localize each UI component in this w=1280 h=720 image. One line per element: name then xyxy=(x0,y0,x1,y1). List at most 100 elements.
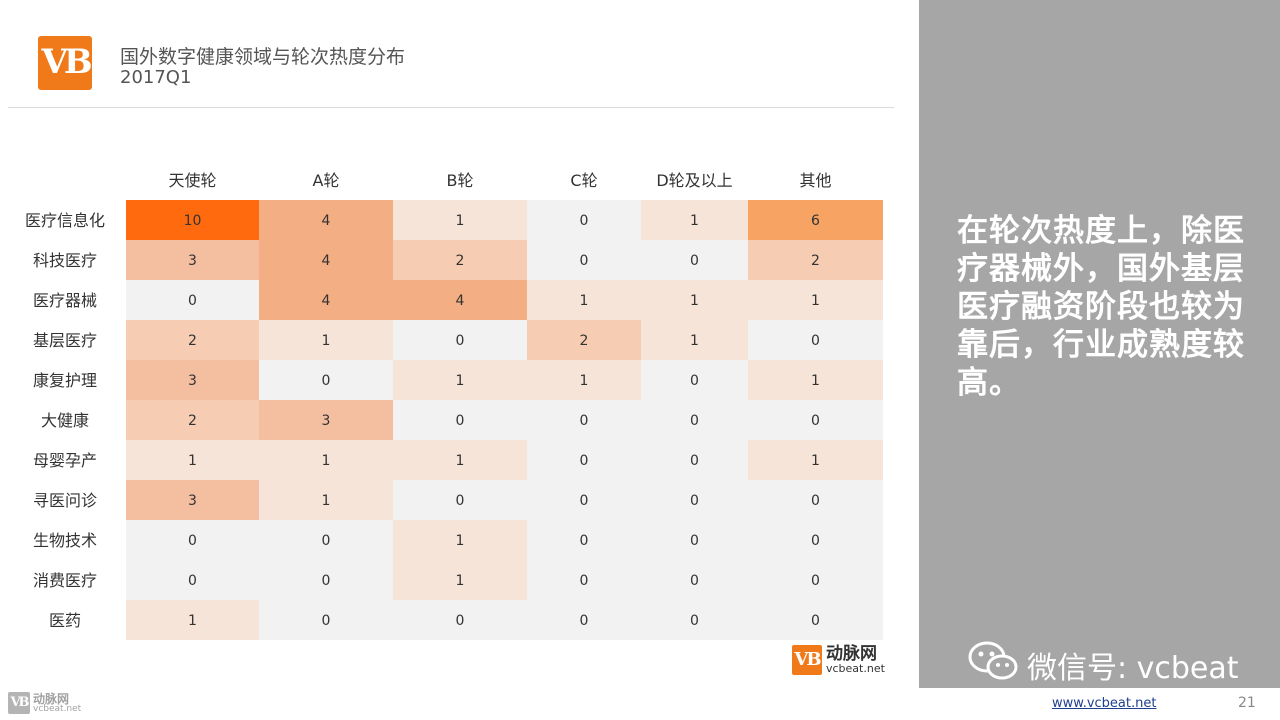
heatmap-cell xyxy=(259,320,393,360)
cell-value: 1 xyxy=(690,213,699,229)
heatmap-cell xyxy=(527,360,641,400)
heatmap-cell xyxy=(527,440,641,480)
cell-value: 0 xyxy=(580,413,589,429)
cell-value: 0 xyxy=(322,373,331,389)
cell-value: 3 xyxy=(322,413,331,429)
wechat-label: 微信号: vcbeat xyxy=(1027,651,1239,686)
column-label: 其他 xyxy=(799,171,831,190)
heatmap-cell xyxy=(527,200,641,240)
heatmap-cell xyxy=(393,600,527,640)
heatmap-cell xyxy=(259,480,393,520)
cell-value: 0 xyxy=(322,533,331,549)
cell-value: 4 xyxy=(456,293,465,309)
cell-value: 0 xyxy=(811,613,820,629)
heatmap-cell xyxy=(748,600,883,640)
heatmap-cell xyxy=(393,560,527,600)
cell-value: 6 xyxy=(811,213,820,229)
heatmap-cell xyxy=(259,200,393,240)
heatmap-cell xyxy=(393,280,527,320)
cell-value: 4 xyxy=(322,253,331,269)
page-title: 国外数字健康领域与轮次热度分布 xyxy=(120,46,406,68)
logo-text: VB xyxy=(41,42,92,82)
heatmap-cell xyxy=(259,400,393,440)
cell-value: 1 xyxy=(456,213,465,229)
heatmap-cell xyxy=(126,240,259,280)
cell-value: 1 xyxy=(456,453,465,469)
footer-brand-cn: 动脉网 xyxy=(33,691,70,706)
heatmap-cell xyxy=(527,480,641,520)
footer-link[interactable]: www.vcbeat.net xyxy=(1052,696,1157,711)
heatmap-cell xyxy=(748,200,883,240)
cell-value: 3 xyxy=(188,373,197,389)
cell-value: 0 xyxy=(188,293,197,309)
heatmap-cell xyxy=(393,480,527,520)
cell-value: 4 xyxy=(322,213,331,229)
cell-value: 0 xyxy=(456,413,465,429)
cell-value: 3 xyxy=(188,493,197,509)
heatmap-cell xyxy=(527,600,641,640)
cell-value: 1 xyxy=(580,293,589,309)
column-label: 天使轮 xyxy=(168,171,216,190)
heatmap-cell xyxy=(641,440,748,480)
cell-value: 4 xyxy=(322,293,331,309)
cell-value: 0 xyxy=(322,613,331,629)
cell-value: 1 xyxy=(811,453,820,469)
cell-value: 0 xyxy=(456,613,465,629)
cell-value: 0 xyxy=(690,253,699,269)
cell-value: 1 xyxy=(690,293,699,309)
cell-value: 0 xyxy=(690,573,699,589)
heatmap-cell xyxy=(748,400,883,440)
cell-value: 0 xyxy=(322,573,331,589)
heatmap-cell xyxy=(126,440,259,480)
cell-value: 1 xyxy=(188,613,197,629)
cell-value: 0 xyxy=(690,493,699,509)
heatmap-cell xyxy=(527,320,641,360)
row-label: 大健康 xyxy=(41,411,89,430)
row-label: 科技医疗 xyxy=(33,251,97,270)
column-label: B轮 xyxy=(447,171,474,190)
heatmap-cell xyxy=(527,400,641,440)
cell-value: 0 xyxy=(811,573,820,589)
cell-value: 1 xyxy=(690,333,699,349)
brand-name-cn: 动脉网 xyxy=(826,644,877,664)
heatmap-cell xyxy=(126,280,259,320)
row-label: 基层医疗 xyxy=(33,331,97,350)
page-number: 21 xyxy=(1238,695,1256,711)
cell-value: 0 xyxy=(580,573,589,589)
heatmap-cell xyxy=(641,320,748,360)
row-label: 母婴孕产 xyxy=(33,451,97,470)
cell-value: 1 xyxy=(456,373,465,389)
heatmap-cell xyxy=(393,320,527,360)
cell-value: 1 xyxy=(811,293,820,309)
column-label: C轮 xyxy=(570,171,597,190)
title-divider xyxy=(8,107,894,108)
cell-value: 1 xyxy=(580,373,589,389)
heatmap-cell xyxy=(748,560,883,600)
heatmap-cell xyxy=(527,560,641,600)
heatmap-cell xyxy=(393,400,527,440)
panel-commentary: 在轮次热度上，除医疗器械外，国外基层医疗融资阶段也较为靠后，行业成熟度较高。 xyxy=(957,213,1245,401)
heatmap-cell xyxy=(527,520,641,560)
heatmap-cell xyxy=(126,600,259,640)
cell-value: 1 xyxy=(188,453,197,469)
heatmap-cell xyxy=(748,360,883,400)
cell-value: 2 xyxy=(580,333,589,349)
heatmap-cell xyxy=(259,560,393,600)
column-label: A轮 xyxy=(313,171,340,190)
heatmap-cell xyxy=(393,360,527,400)
brand-logo: VB xyxy=(792,645,822,675)
heatmap-cell xyxy=(393,200,527,240)
cell-value: 0 xyxy=(690,373,699,389)
cell-value: 0 xyxy=(811,533,820,549)
cell-value: 2 xyxy=(188,413,197,429)
heatmap-cell xyxy=(393,440,527,480)
cell-value: 2 xyxy=(188,333,197,349)
heatmap-cell xyxy=(126,200,259,240)
cell-value: 2 xyxy=(811,253,820,269)
cell-value: 0 xyxy=(456,333,465,349)
cell-value: 3 xyxy=(188,253,197,269)
cell-value: 1 xyxy=(322,453,331,469)
cell-value: 0 xyxy=(456,493,465,509)
row-label: 医药 xyxy=(49,611,81,630)
heatmap-cell xyxy=(126,520,259,560)
